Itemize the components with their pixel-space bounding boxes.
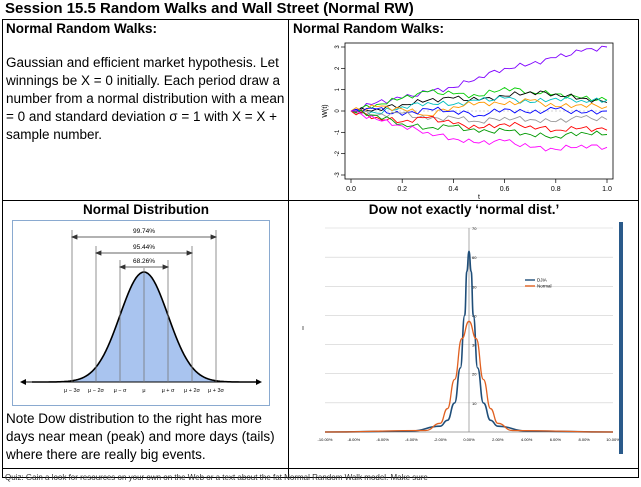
y-tick-label: 20	[472, 372, 477, 377]
row-divider	[3, 200, 638, 201]
axis-arrow-right	[256, 379, 262, 385]
tick-p3s: μ + 3σ	[208, 388, 224, 394]
row-divider-bottom	[3, 468, 638, 469]
legend-label: DJIA	[537, 278, 547, 283]
y-tick-label: -3	[335, 172, 341, 178]
walk-series-line	[350, 95, 608, 116]
walk-series-line	[350, 110, 608, 124]
label-95-44: 95.44%	[133, 244, 155, 251]
percentage-arrows	[70, 234, 218, 270]
sigma-tick-labels: μ − 3σ μ − 2σ μ − σ μ μ + σ μ + 2σ μ + 3…	[64, 388, 224, 394]
x-tick-label: 0.00%	[463, 437, 475, 442]
tick-m2s: μ − 2σ	[88, 388, 104, 394]
y-tick-label: -1	[335, 129, 341, 135]
series-line-djia	[324, 250, 614, 433]
walk-series-line	[350, 98, 608, 117]
cell-bottom-left: Normal Distribution	[6, 202, 286, 467]
x-tick-label: 4.00%	[521, 437, 533, 442]
series-line-normal	[324, 320, 614, 433]
tick-m1s: μ − σ	[114, 388, 127, 394]
x-tick-label: 0.2	[397, 186, 407, 193]
tick-p2s: μ + 2σ	[184, 388, 200, 394]
label-99-74: 99.74%	[133, 228, 155, 235]
random-walk-chart: -3 -2 -1 0 1 2 3 0.0 0.2 0.4 0.6 0.8 1.0 t W(t)	[322, 42, 614, 199]
content-table: Normal Random Walks: Gaussian and effici…	[2, 19, 639, 478]
x-tick-label: 2.00%	[492, 437, 504, 442]
tick-mu: μ	[142, 388, 145, 394]
walk-series-line	[350, 110, 608, 133]
x-tick-label: -4.00%	[405, 437, 418, 442]
tick-m3s: μ − 3σ	[64, 388, 80, 394]
x-tick-label: 1.0	[602, 186, 612, 193]
right-edge-bar	[619, 222, 623, 454]
axis-arrow-left	[20, 379, 26, 385]
footer-note: Quiz: Gain a look for resources on your …	[5, 473, 428, 482]
y-tick-label: 40	[472, 313, 477, 318]
x-tick-label: 0.4	[449, 186, 459, 193]
cell-heading: Normal Random Walks:	[293, 21, 445, 36]
cell-bottom-right: Dow not exactly ‘normal dist.’ 10 20 30 40 5…	[293, 202, 635, 467]
y-tick-label: 50	[472, 284, 477, 289]
y-axis-label: W(t)	[322, 104, 329, 117]
y-tick-label: 10	[472, 401, 477, 406]
column-divider	[288, 20, 289, 477]
walk-series-line	[350, 109, 608, 139]
y-tick-label: 70	[472, 226, 477, 231]
x-tick-label: -8.00%	[347, 437, 360, 442]
walk-series-line	[350, 110, 608, 152]
label-68-26: 68.26%	[133, 258, 155, 265]
y-tick-label: -2	[335, 150, 341, 156]
cell-top-left: Normal Random Walks: Gaussian and effici…	[6, 21, 286, 199]
x-tick-label: 6.00%	[550, 437, 562, 442]
x-axis-label: t	[478, 194, 480, 199]
x-tick-label: 0.0	[346, 186, 356, 193]
x-tick-label: 0.8	[551, 186, 561, 193]
dow-distribution-chart: 10 20 30 40 50 60 70 -10.00% -8.00% -6.00% -4.00% -…	[302, 222, 623, 454]
x-tick-label: 8.00%	[579, 437, 591, 442]
x-tick-label: -6.00%	[376, 437, 389, 442]
x-tick-label: 10.00%	[606, 437, 620, 442]
sigma-lines	[71, 230, 217, 382]
cell-heading: Dow not exactly ‘normal dist.’	[368, 202, 560, 217]
distribution-note: Note Dow distribution to the right has m…	[6, 411, 275, 462]
legend-label: Normal	[537, 284, 552, 289]
cell-top-right: Normal Random Walks: -3 -2 -1 0 1 2 3 0.0 0.2 0.4…	[293, 21, 635, 199]
y-tick-label: 0	[335, 109, 341, 113]
y-tick-label: 1	[335, 87, 341, 91]
walk-series-line	[350, 106, 608, 118]
y-tick-label: 60	[472, 255, 477, 260]
tick-p1s: μ + σ	[162, 388, 175, 394]
x-tick-label: 0.6	[500, 186, 510, 193]
y-tick-label: 2	[335, 66, 341, 70]
y-tick-label: 30	[472, 343, 477, 348]
normal-distribution-figure: 99.74% 95.44% 68.26% μ − 3σ μ − 2σ μ − σ…	[12, 220, 270, 406]
x-tick-label: -10.00%	[318, 437, 333, 442]
page-title: Session 15.5 Random Walks and Wall Stree…	[5, 0, 414, 17]
cell-heading: Normal Distribution	[82, 202, 209, 217]
cell-text: Gaussian and efficient market hypothesis…	[6, 55, 285, 142]
y-tick-label: 3	[335, 45, 341, 49]
x-tick-label: -2.00%	[434, 437, 447, 442]
cell-heading: Normal Random Walks:	[6, 21, 158, 36]
